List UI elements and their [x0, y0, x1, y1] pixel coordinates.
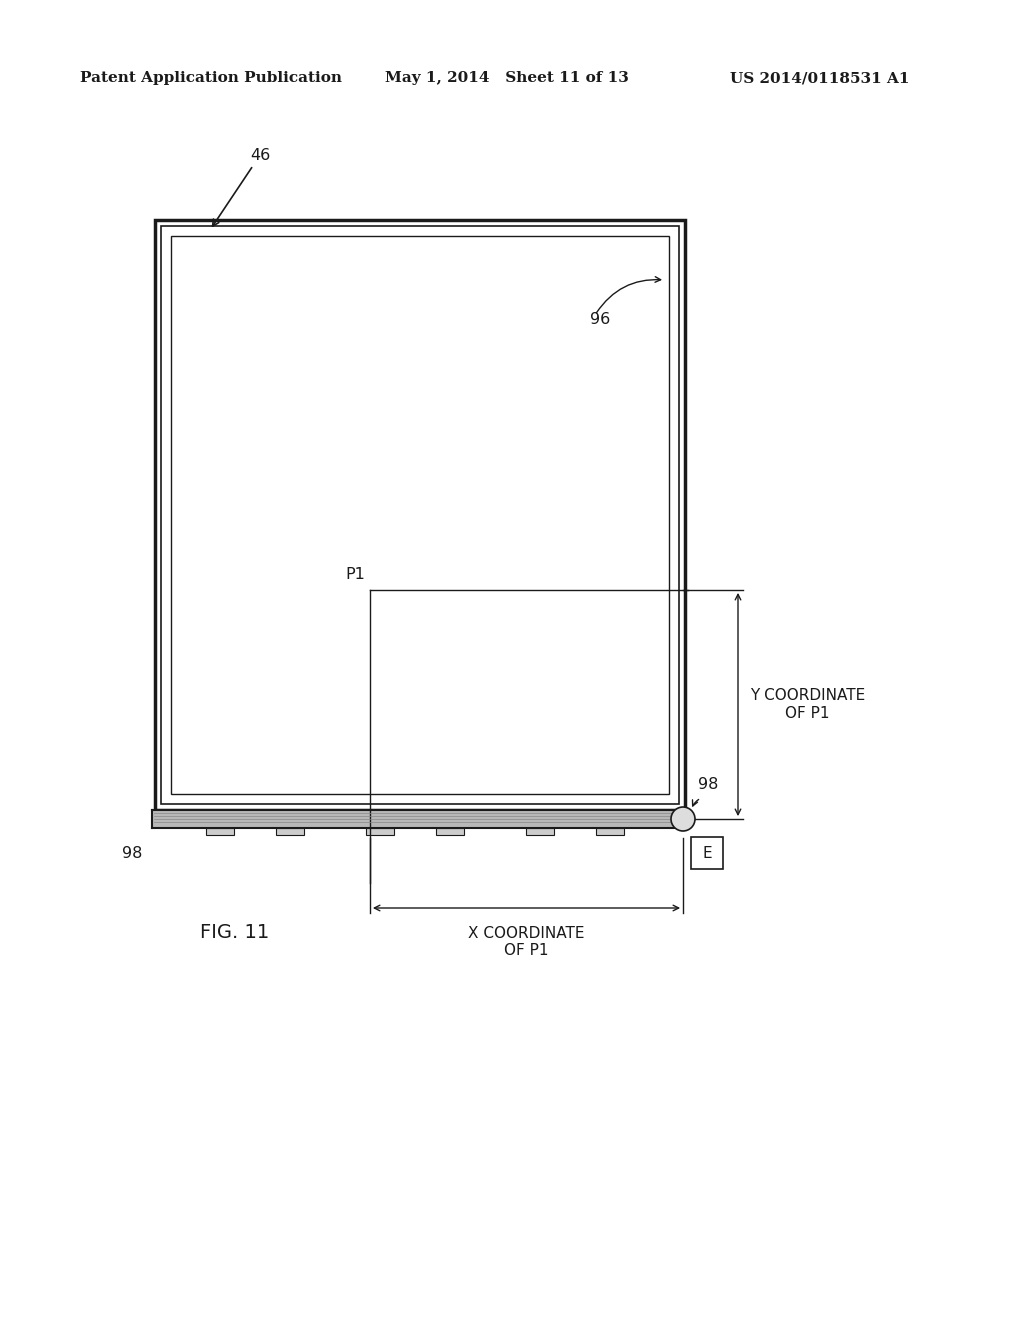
Bar [526, 828, 554, 836]
Bar [206, 828, 234, 836]
Text: May 1, 2014   Sheet 11 of 13: May 1, 2014 Sheet 11 of 13 [385, 71, 629, 84]
Bar [155, 220, 685, 810]
Text: E: E [702, 846, 712, 861]
Text: 98: 98 [698, 777, 719, 792]
Bar [276, 828, 304, 836]
Bar [171, 236, 669, 795]
Bar [152, 810, 688, 828]
Text: 46: 46 [213, 148, 270, 226]
Bar [691, 837, 723, 869]
Text: 98: 98 [122, 846, 142, 861]
Bar [161, 226, 679, 804]
Text: X COORDINATE
OF P1: X COORDINATE OF P1 [468, 927, 585, 958]
Bar [596, 828, 624, 836]
Bar [366, 828, 394, 836]
Text: 96: 96 [590, 313, 610, 327]
Text: Patent Application Publication: Patent Application Publication [80, 71, 342, 84]
Bar [436, 828, 464, 836]
Circle shape [671, 807, 695, 832]
Text: Y COORDINATE
OF P1: Y COORDINATE OF P1 [750, 688, 865, 721]
Text: P1: P1 [345, 568, 365, 582]
Text: US 2014/0118531 A1: US 2014/0118531 A1 [730, 71, 909, 84]
Text: FIG. 11: FIG. 11 [200, 924, 269, 942]
